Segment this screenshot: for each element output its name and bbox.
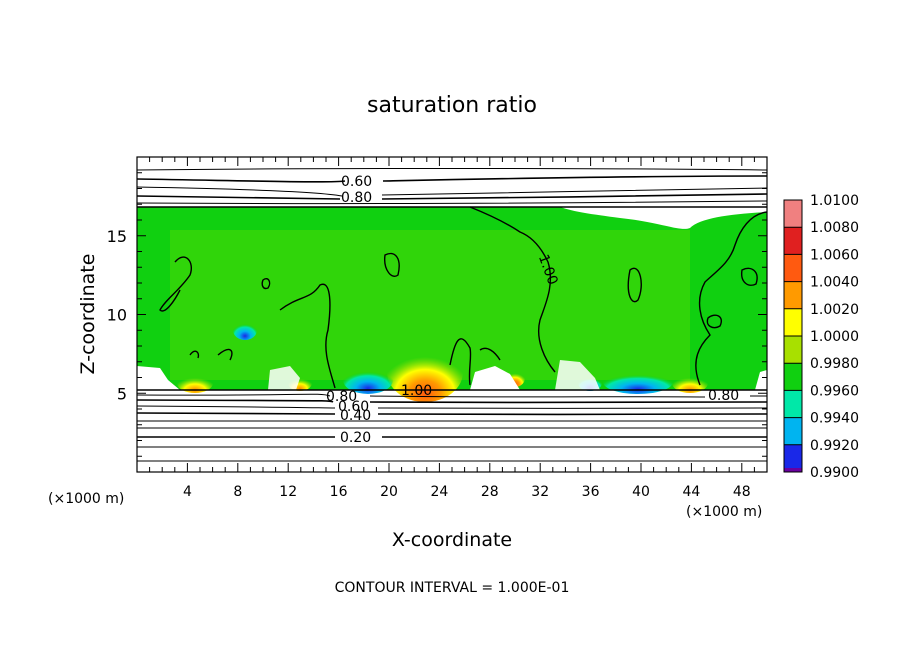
colorbar-swatch (784, 468, 802, 472)
colorbar-label: 1.0080 (810, 220, 859, 236)
colorbar-swatch (784, 363, 802, 391)
field-cool-spot (343, 366, 393, 394)
contour-interval-note: CONTOUR INTERVAL = 1.000E-01 (335, 580, 570, 596)
colorbar-label: 1.0000 (810, 329, 859, 345)
field-white-patch (560, 207, 767, 229)
x-tick-label: 40 (632, 484, 650, 500)
x-axis-unit: (×1000 m) (686, 504, 762, 520)
colorbar-swatch (784, 444, 802, 472)
contour-label: 0.20 (340, 430, 371, 446)
colorbar-label: 1.0020 (810, 302, 859, 318)
colorbar-label: 0.9980 (810, 356, 859, 372)
y-tick-label: 5 (117, 384, 127, 403)
contours-field (159, 206, 767, 389)
x-axis-label: X-coordinate (392, 529, 512, 551)
field-warm-spot (387, 342, 463, 402)
x-tick-label: 12 (279, 484, 297, 500)
x-tick-label: 20 (380, 484, 398, 500)
colorbar-label: 1.0040 (810, 275, 859, 291)
colorbar-label: 0.9940 (810, 411, 859, 427)
x-tick-label: 28 (481, 484, 499, 500)
field-white-blob (470, 366, 520, 390)
saturation-field (137, 168, 767, 463)
contour-label: 1.00 (401, 383, 432, 399)
contour-label: 0.40 (340, 408, 371, 424)
colorbar-label: 0.9960 (810, 383, 859, 399)
colorbar-label: 0.9920 (810, 438, 859, 454)
x-tick-label: 48 (733, 484, 751, 500)
contour-label: 0.60 (341, 174, 372, 190)
field-cool-spot (603, 370, 673, 394)
contours-lower (137, 389, 767, 463)
contour-label: 0.80 (341, 190, 372, 206)
colorbar-swatch (784, 281, 802, 309)
field-white-blob (268, 366, 300, 390)
colorbar-label: 1.0060 (810, 247, 859, 263)
field-white-blob (755, 370, 767, 390)
y-tick-label: 10 (107, 306, 127, 325)
x-tick-label: 4 (183, 484, 192, 500)
colorbar-swatch (784, 227, 802, 255)
x-tick-label: 16 (330, 484, 348, 500)
colorbar-label: 1.0100 (810, 193, 859, 209)
contours-upper (137, 168, 767, 208)
x-tick-label: 24 (430, 484, 448, 500)
y-axis-label: Z-coordinate (77, 254, 99, 375)
field-warm-spot (672, 373, 708, 393)
x-tick-label: 44 (682, 484, 700, 500)
colorbar-label: 0.9900 (810, 465, 859, 481)
x-tick-label: 36 (582, 484, 600, 500)
x-tick-label: 8 (233, 484, 242, 500)
field-warm-spot (177, 373, 213, 393)
colorbar-swatch (784, 336, 802, 364)
field-white-blob (137, 366, 180, 390)
y-axis-ticks: 5 10 15 (107, 172, 767, 457)
chart-title: saturation ratio (367, 93, 537, 118)
field-cool-spot (233, 320, 257, 340)
colorbar-swatch (784, 417, 802, 445)
colorbar-swatch (784, 308, 802, 336)
contour-label: 0.80 (326, 389, 357, 405)
y-tick-label: 15 (107, 227, 127, 246)
y-axis-unit: (×1000 m) (48, 491, 124, 507)
colorbar-swatch (784, 390, 802, 418)
x-axis-ticks: 4 8 12 16 20 24 28 32 36 40 44 48 (149, 157, 755, 500)
contour-label: 0.60 (338, 399, 369, 415)
colorbar-swatch (784, 254, 802, 282)
x-tick-label: 32 (531, 484, 549, 500)
field-white-blob (555, 360, 600, 390)
colorbar: 1.0100 1.0080 1.0060 1.0040 1.0020 1.0000 0.99… (783, 193, 859, 481)
contour-label: 0.80 (708, 388, 739, 404)
colorbar-swatch (784, 200, 802, 228)
